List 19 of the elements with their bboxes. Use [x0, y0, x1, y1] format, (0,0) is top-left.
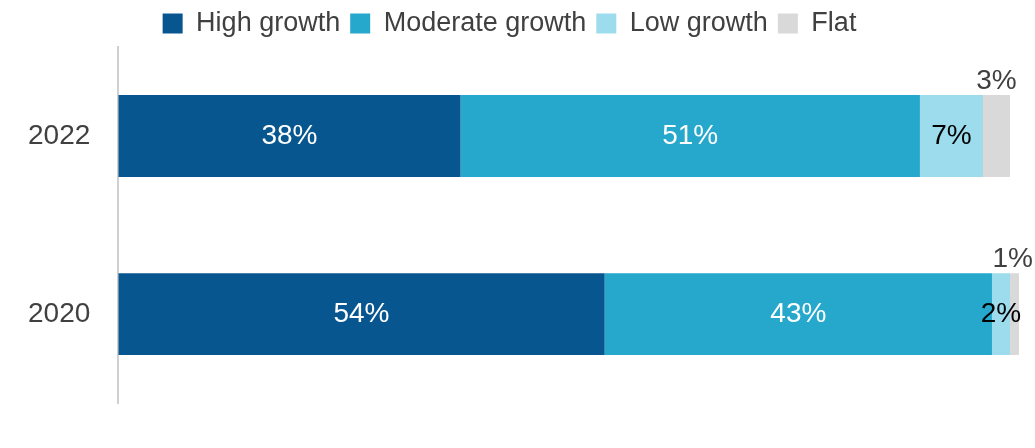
legend-label: Flat: [811, 6, 857, 37]
legend-label: High growth: [196, 6, 341, 37]
data-label: 7%: [931, 118, 972, 150]
data-label: 38%: [261, 118, 318, 150]
data-label: 2%: [980, 296, 1022, 328]
bar: [919, 95, 983, 178]
y-tick-label: 2022: [27, 118, 91, 150]
y-tick-label: 2020: [27, 296, 91, 328]
bar: [460, 95, 920, 178]
data-label: 3%: [976, 63, 1017, 95]
bar: [118, 273, 605, 356]
bar: [118, 95, 461, 178]
bar: [982, 95, 1010, 178]
data-label: 43%: [770, 296, 827, 328]
legend-label: Moderate growth: [383, 6, 587, 37]
legend-label: Low growth: [629, 6, 768, 37]
data-label: 54%: [333, 296, 390, 328]
data-label: 1%: [992, 241, 1033, 273]
data-label: 51%: [662, 118, 719, 150]
